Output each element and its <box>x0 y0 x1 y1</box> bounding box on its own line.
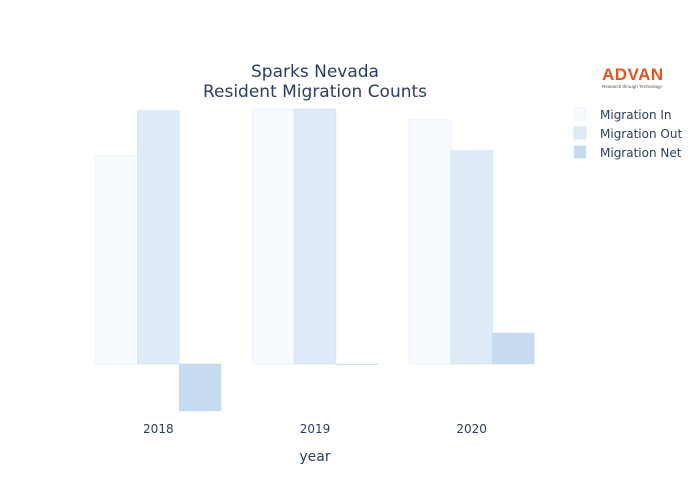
x-axis-title: year <box>299 449 330 465</box>
bar-migration-in-2018[interactable] <box>95 155 138 365</box>
advan-logo: ADVAN Research through Technology <box>602 66 672 94</box>
legend-swatch <box>573 126 587 140</box>
x-tick-label-2019: 2019 <box>300 422 331 436</box>
legend-item-migration-out[interactable]: Migration Out <box>573 126 682 141</box>
logo-wordmark: ADVAN <box>602 65 664 84</box>
x-tick-label-2020: 2020 <box>456 422 487 436</box>
logo-tagline: Research through Technology <box>602 84 662 89</box>
bars-layer <box>95 108 535 412</box>
bar-migration-in-2020[interactable] <box>408 119 452 365</box>
legend-item-migration-in[interactable]: Migration In <box>573 107 672 122</box>
legend-label: Migration In <box>600 108 672 122</box>
legend-swatch <box>573 107 587 121</box>
x-tick-labels: 2018 2019 2020 <box>143 422 487 436</box>
legend-item-migration-net[interactable]: Migration Net <box>573 145 682 160</box>
chart-title-line-2: Resident Migration Counts <box>203 82 427 102</box>
bar-migration-in-2019[interactable] <box>252 108 295 365</box>
legend[interactable]: Migration In Migration Out Migration Net <box>573 107 682 160</box>
legend-label: Migration Out <box>600 127 682 141</box>
bar-migration-out-2019[interactable] <box>293 108 337 365</box>
bar-migration-net-2019[interactable] <box>335 363 378 366</box>
bar-migration-out-2018[interactable] <box>137 110 180 365</box>
x-tick-label-2018: 2018 <box>143 422 174 436</box>
bar-migration-net-2018[interactable] <box>178 363 222 412</box>
bar-migration-out-2020[interactable] <box>450 150 493 365</box>
legend-swatch <box>573 145 587 159</box>
legend-label: Migration Net <box>600 146 682 160</box>
chart-title-line-1: Sparks Nevada <box>251 62 379 82</box>
bar-migration-net-2020[interactable] <box>492 332 535 365</box>
